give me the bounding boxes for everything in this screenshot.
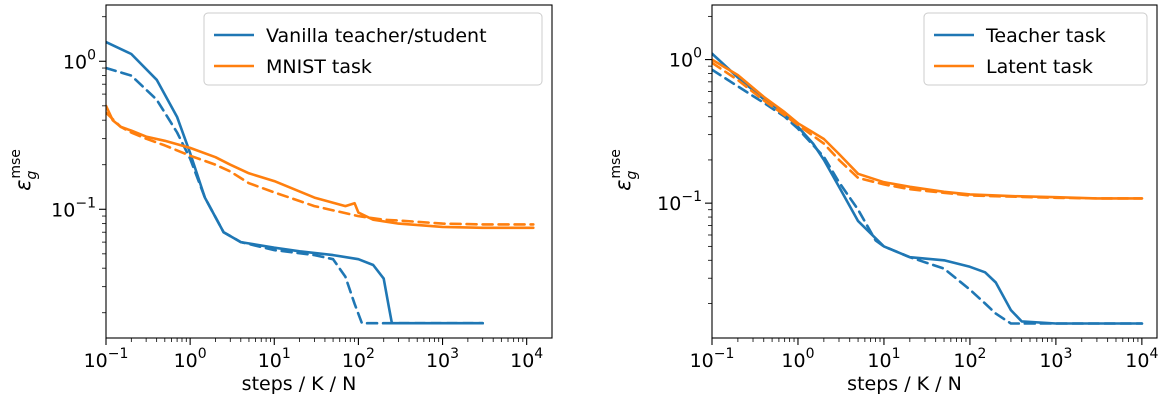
x-tick-label: 101 xyxy=(867,346,900,372)
x-tick-exponent: 0 xyxy=(806,346,815,362)
x-tick-label: 104 xyxy=(1125,346,1158,372)
series-line-3 xyxy=(106,104,535,230)
x-tick-exponent: 3 xyxy=(1064,346,1073,362)
x-tick-base: 10 xyxy=(867,350,891,372)
y-axis-superscript: mse xyxy=(8,149,24,179)
x-tick-base: 10 xyxy=(690,350,714,372)
x-tick-base: 10 xyxy=(84,350,108,372)
series-line-3 xyxy=(712,58,1144,200)
y-tick-label: 100 xyxy=(669,46,702,72)
series-line-4 xyxy=(106,111,535,226)
x-tick-label: 103 xyxy=(1039,346,1072,372)
y-axis-subscript: g xyxy=(624,171,640,180)
x-tick-base: 10 xyxy=(953,350,977,372)
x-tick-exponent: 3 xyxy=(450,346,459,362)
x-tick-label: 10−1 xyxy=(690,346,735,372)
axes-frame xyxy=(711,4,1158,339)
x-tick-exponent: 1 xyxy=(282,346,291,362)
x-tick-base: 10 xyxy=(426,350,450,372)
x-tick-exponent: −1 xyxy=(714,346,735,362)
x-tick-label: 103 xyxy=(426,346,459,372)
x-tick-base: 10 xyxy=(1039,350,1063,372)
y-tick-label: 10−1 xyxy=(51,195,96,221)
y-tick-label: 10−1 xyxy=(657,189,702,215)
x-tick-exponent: 4 xyxy=(1149,346,1158,362)
x-tick-label: 104 xyxy=(510,346,543,372)
y-axis-superscript: mse xyxy=(608,149,624,179)
y-tick-base: 10 xyxy=(669,50,693,72)
x-tick-exponent: 1 xyxy=(892,346,901,362)
legend-label: Vanilla teacher/student xyxy=(266,25,487,47)
x-tick-label: 100 xyxy=(781,346,814,372)
series-group xyxy=(106,40,535,325)
series-group xyxy=(712,52,1144,325)
y-tick-exponent: 0 xyxy=(693,46,702,62)
y-axis-symbol: ε xyxy=(11,180,35,191)
legend-box xyxy=(203,12,543,86)
x-tick-base: 10 xyxy=(510,350,534,372)
x-tick-label: 100 xyxy=(174,346,207,372)
legend-label: MNIST task xyxy=(266,56,372,78)
y-tick-exponent: 0 xyxy=(87,47,96,63)
y-axis-label: εgmse xyxy=(608,149,640,191)
x-tick-base: 10 xyxy=(342,350,366,372)
x-tick-label: 102 xyxy=(342,346,375,372)
legend-box xyxy=(923,12,1148,86)
x-tick-exponent: 2 xyxy=(978,346,987,362)
series-line-4 xyxy=(712,61,1144,200)
x-axis-label: steps / K / N xyxy=(242,373,357,395)
x-tick-base: 10 xyxy=(258,350,282,372)
y-axis-label: εgmse xyxy=(8,149,40,191)
legend-label: Teacher task xyxy=(985,25,1106,47)
x-tick-exponent: −1 xyxy=(108,346,129,362)
y-tick-label: 100 xyxy=(63,47,96,73)
y-tick-base: 10 xyxy=(657,193,681,215)
x-tick-label: 101 xyxy=(258,346,291,372)
y-tick-base: 10 xyxy=(63,51,87,73)
axes-frame xyxy=(105,4,553,339)
x-tick-exponent: 0 xyxy=(198,346,207,362)
x-tick-exponent: 4 xyxy=(534,346,543,362)
y-tick-exponent: −1 xyxy=(681,189,702,205)
series-line-2 xyxy=(712,68,1144,325)
x-tick-exponent: 2 xyxy=(366,346,375,362)
legend-label: Latent task xyxy=(986,56,1093,78)
series-line-2 xyxy=(106,66,485,325)
x-tick-label: 102 xyxy=(953,346,986,372)
x-tick-base: 10 xyxy=(174,350,198,372)
x-tick-base: 10 xyxy=(781,350,805,372)
y-tick-exponent: −1 xyxy=(75,195,96,211)
x-tick-label: 10−1 xyxy=(84,346,129,372)
y-tick-base: 10 xyxy=(51,199,75,221)
x-tick-base: 10 xyxy=(1125,350,1149,372)
x-axis-label: steps / K / N xyxy=(847,373,962,395)
legend: Vanilla teacher/student MNIST task xyxy=(203,12,543,86)
y-axis-subscript: g xyxy=(24,171,40,180)
y-axis-symbol: ε xyxy=(611,180,635,191)
legend: Teacher task Latent task xyxy=(923,12,1148,86)
